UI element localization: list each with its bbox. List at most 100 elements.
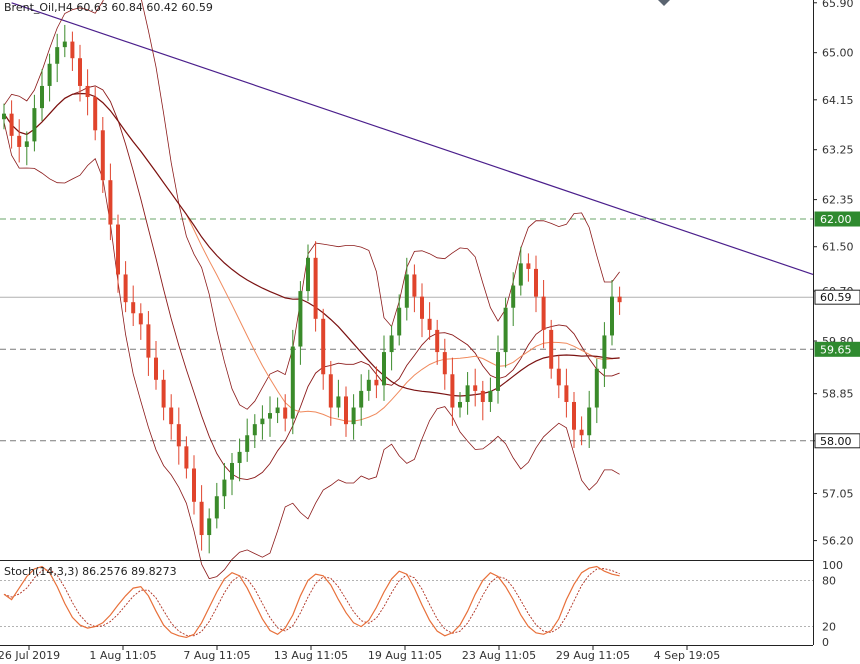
candle-body: [549, 329, 554, 369]
y-tick-label: 62.35: [822, 194, 854, 207]
candle-body: [480, 390, 485, 402]
y-tick-label: 61.50: [822, 241, 854, 254]
level-tag: [814, 289, 860, 305]
candle-body: [17, 135, 22, 147]
y-tick-label: 65.00: [822, 47, 854, 60]
x-tick-label: 4 Sep 19:05: [654, 649, 720, 662]
level-tag: [814, 341, 860, 357]
stochastic-label: Stoch(14,3,3) 86.2576 89.8273: [4, 565, 177, 578]
stoch-tick-label: 100: [822, 559, 843, 572]
candle-body: [556, 368, 561, 386]
candle-body: [306, 257, 310, 292]
x-tick-label: 1 Aug 11:05: [89, 649, 156, 662]
stoch-tick-label: 20: [822, 621, 836, 634]
candle-body: [617, 296, 622, 303]
y-tick-label: 57.05: [822, 487, 854, 500]
candle-body: [587, 407, 592, 436]
candle-body: [176, 424, 181, 447]
candle-body: [534, 268, 538, 297]
candle-body: [351, 407, 356, 425]
candle-body: [412, 274, 417, 297]
y-tick-label: 65.90: [822, 0, 854, 10]
candle-body: [473, 385, 478, 391]
stoch-k-line: [3, 565, 620, 639]
y-tick-label: 58.85: [822, 388, 854, 401]
candle-body: [47, 63, 52, 86]
candle-body: [55, 47, 60, 64]
candle-body: [161, 379, 166, 408]
candle-body: [184, 446, 189, 469]
candle-body: [458, 401, 462, 408]
candle-body: [579, 429, 584, 436]
candle-body: [268, 413, 272, 419]
candle-body: [427, 318, 432, 330]
candle-body: [602, 335, 607, 369]
candle-body: [214, 496, 219, 519]
candle-body: [397, 307, 402, 336]
candle-body: [192, 468, 196, 502]
nav-arrow-icon[interactable]: [658, 0, 670, 6]
candle-body: [465, 385, 470, 402]
candle-body: [518, 263, 523, 286]
candle-body: [283, 407, 288, 419]
trendline: [11, 2, 814, 276]
candle-body: [374, 379, 379, 386]
candle-body: [344, 396, 348, 425]
candle-body: [389, 335, 394, 353]
candle-body: [123, 274, 128, 303]
candle-body: [78, 58, 82, 86]
x-tick-label: 13 Aug 11:05: [274, 649, 348, 662]
candle-body: [610, 296, 614, 336]
candle-body: [275, 407, 280, 414]
candle-body: [541, 296, 546, 330]
candle-body: [298, 291, 303, 347]
candle-body: [85, 85, 90, 98]
candle-body: [207, 518, 212, 536]
candle-body: [222, 479, 227, 497]
level-tag-label: 58.00: [820, 435, 852, 448]
candle-body: [526, 263, 531, 269]
candle-body: [442, 352, 447, 375]
level-tag-label: 60.59: [820, 291, 852, 304]
stochastic-pane: [0, 565, 813, 639]
candle-body: [138, 313, 143, 325]
candle-body: [450, 374, 455, 408]
ma-fast: [3, 92, 620, 422]
candle-body: [237, 451, 242, 463]
x-tick-label: 19 Aug 11:05: [368, 649, 442, 662]
candle-body: [313, 257, 318, 319]
candle-body: [404, 274, 409, 308]
candle-body: [382, 352, 386, 386]
candle-body: [252, 424, 257, 436]
main-price-pane: [0, 0, 814, 580]
candle-body: [70, 41, 75, 59]
candle-body: [435, 329, 440, 353]
candle-body: [230, 462, 234, 480]
stoch-tick-label: 0: [822, 636, 829, 649]
candle-body: [9, 113, 14, 136]
candle-body: [62, 41, 67, 48]
stoch-d-line: [3, 568, 620, 637]
x-tick-label: 26 Jul 2019: [0, 649, 60, 662]
candle-body: [594, 368, 599, 408]
candle-body: [321, 318, 326, 375]
candle-body: [131, 302, 136, 314]
candle-body: [511, 285, 516, 308]
level-tag-label: 62.00: [820, 213, 852, 226]
candle-body: [366, 379, 371, 391]
candle-body: [496, 352, 500, 391]
candle-body: [100, 130, 105, 181]
candle-body: [93, 97, 98, 131]
level-tag-label: 59.65: [820, 343, 852, 356]
x-tick-label: 7 Aug 11:05: [183, 649, 250, 662]
y-tick-label: 63.25: [822, 144, 854, 157]
chart-header: Brent_Oil,H4 60.63 60.84 60.42 60.59: [4, 1, 213, 14]
stoch-tick-label: 80: [822, 574, 836, 587]
bollinger-mid: [3, 85, 620, 481]
candle-body: [40, 85, 44, 109]
candle-body: [32, 108, 37, 142]
candle-body: [572, 401, 576, 430]
candle-body: [260, 418, 265, 425]
candle-body: [245, 435, 250, 452]
